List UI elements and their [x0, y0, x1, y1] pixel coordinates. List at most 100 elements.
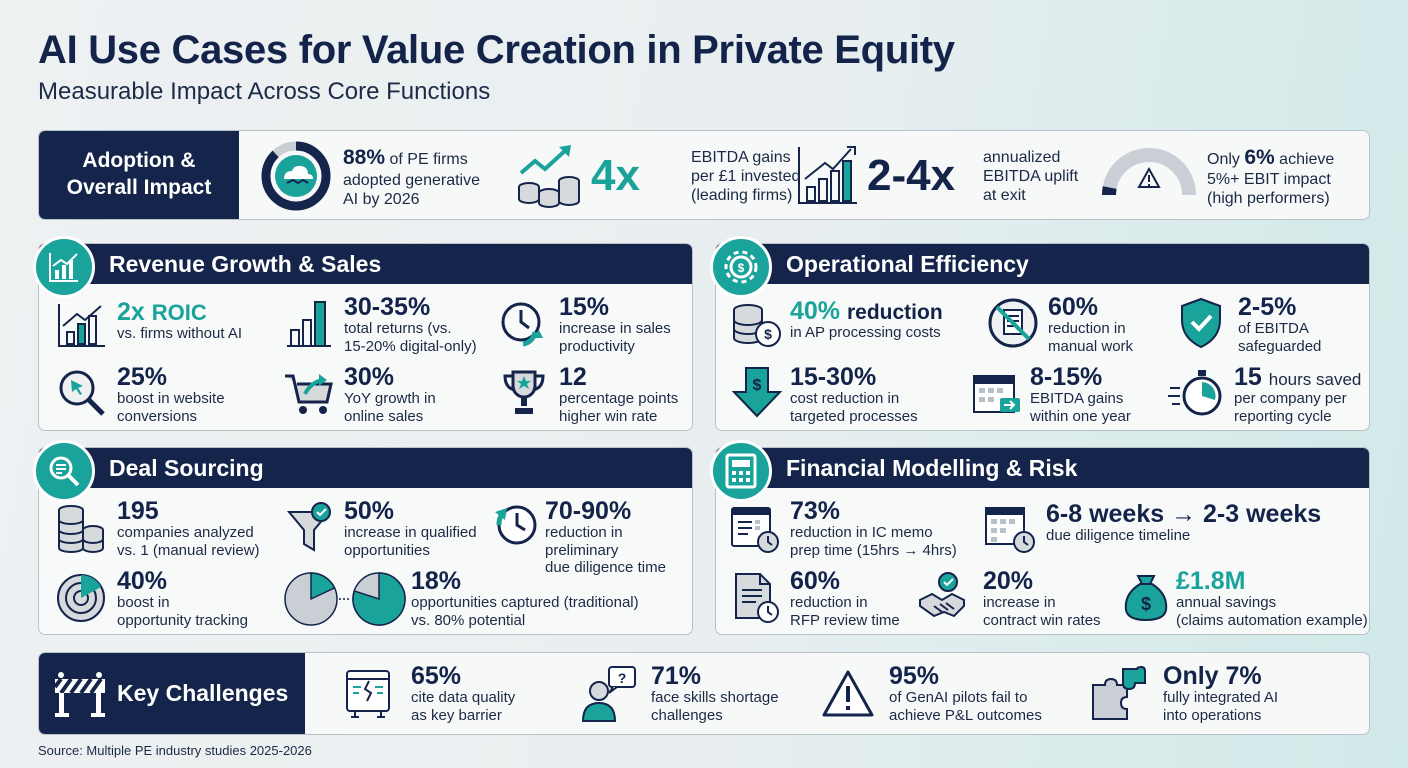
adoption-stat-text-4b: 5%+ EBIT impact [1207, 171, 1331, 189]
challenges-label: Key Challenges [117, 679, 289, 706]
modelling-val-1: 73% [790, 497, 841, 525]
modelling-title: Financial Modelling & Risk [716, 448, 1369, 488]
svg-text:?: ? [618, 670, 627, 686]
challenges-desc-1a: cite data quality [411, 689, 516, 707]
adoption-stat-text-1c: AI by 2026 [343, 191, 420, 209]
clock-rewind-icon [495, 505, 537, 545]
revenue-desc-4b: conversions [117, 407, 198, 425]
roadblock-icon [53, 671, 105, 717]
challenges-label-box: Key Challenges [39, 653, 305, 734]
challenges-val-2: 71% [651, 662, 702, 690]
challenges-val-1: 65% [411, 662, 462, 690]
modelling-desc-5b: (claims automation example) [1176, 611, 1368, 629]
sourcing-desc-5b: vs. 80% potential [411, 611, 526, 629]
funnel-check-icon [287, 502, 332, 552]
sourcing-desc-4a: boost in [117, 594, 170, 612]
sourcing-desc-3b: due diligence time [545, 559, 666, 577]
revenue-desc-6b: higher win rate [559, 407, 658, 425]
revenue-card: Revenue Growth & Sales 2x ROIC vs. firms… [33, 236, 693, 431]
revenue-desc-3a: increase in sales [559, 320, 671, 338]
bar-chart-icon [287, 301, 331, 347]
warning-gauge-icon [1102, 148, 1196, 196]
operations-val-6b: hours saved [1268, 370, 1362, 389]
operations-desc-6b: reporting cycle [1234, 407, 1332, 425]
svg-text:$: $ [753, 377, 762, 394]
operations-val-3: 2-5% [1238, 293, 1297, 321]
revenue-val-1: 2x [117, 298, 145, 326]
bar-chart-growth-icon [798, 146, 857, 204]
adoption-stat-text-3b: EBITDA uplift [983, 168, 1079, 186]
challenges-val-3: 95% [889, 662, 940, 690]
modelling-val-5: £1.8M [1176, 567, 1246, 595]
modelling-desc-4b: contract win rates [983, 611, 1101, 629]
challenges-desc-2b: challenges [651, 706, 723, 724]
operations-desc-2a: reduction in [1048, 320, 1126, 338]
adoption-stat-text-2c: (leading firms) [691, 187, 793, 205]
revenue-desc-1a: vs. firms without AI [117, 325, 243, 343]
adoption-stat-suffix-4: achieve [1279, 151, 1335, 168]
magnifier-cursor-icon [59, 370, 105, 416]
radar-icon [57, 574, 105, 622]
cloud-handshake-icon [261, 141, 331, 211]
revenue-val-1b: ROIC [151, 300, 207, 325]
no-paperwork-icon [988, 298, 1038, 348]
sourcing-badge-icon [33, 440, 95, 502]
svg-text:$: $ [1141, 594, 1151, 614]
challenges-desc-1b: as key barrier [411, 706, 502, 724]
operations-desc-2b: manual work [1048, 337, 1134, 355]
sourcing-val-1: 195 [117, 497, 159, 525]
sourcing-desc-3a: reduction in preliminary [545, 524, 623, 559]
modelling-badge-icon [710, 440, 772, 502]
adoption-stat-value-4: 6% [1244, 146, 1275, 169]
modelling-val-3: 60% [790, 567, 841, 595]
modelling-desc-1b: prep time (15hrs → 4hrs) [790, 541, 957, 559]
calendar-arrow-icon [973, 375, 1020, 413]
svg-text:$: $ [764, 326, 772, 342]
sourcing-desc-4b: opportunity tracking [117, 611, 248, 629]
challenges-band: Key Challenges 65% cite data quality as … [38, 652, 1370, 735]
adoption-stat-value-3: 2-4x [867, 151, 956, 200]
revenue-title: Revenue Growth & Sales [39, 244, 692, 284]
adoption-stat-text-2b: per £1 invested [691, 168, 801, 186]
modelling-desc-5a: annual savings [1176, 594, 1277, 612]
operations-desc-3a: of EBITDA [1238, 320, 1309, 338]
challenges-desc-2a: face skills shortage [651, 689, 779, 707]
challenges-val-4: Only 7% [1163, 662, 1262, 690]
adoption-band: Adoption & Overall Impact 88% of PE firm… [38, 130, 1370, 220]
person-question-icon: ? [581, 666, 636, 722]
modelling-card: Financial Modelling & Risk 73% reduction… [710, 440, 1370, 635]
revenue-val-6: 12 [559, 363, 587, 391]
shield-check-icon [1181, 297, 1221, 349]
sourcing-desc-1b: vs. 1 (manual review) [117, 541, 260, 559]
modelling-val-4: 20% [983, 567, 1034, 595]
operations-card: Operational Efficiency $ $ 40% reduction… [710, 236, 1370, 431]
adoption-stat-text-1a: of PE firms [389, 151, 468, 168]
operations-val-2: 60% [1048, 293, 1099, 321]
challenges-desc-4b: into operations [1163, 706, 1262, 724]
challenges-desc-3b: achieve P&L outcomes [889, 706, 1042, 724]
money-bag-icon: $ [1124, 575, 1168, 622]
coin-stack-dollar-icon: $ [733, 304, 781, 347]
adoption-stat-text-2a: EBITDA gains [691, 149, 791, 166]
sourcing-desc-2a: increase in qualified [344, 524, 477, 542]
adoption-label: Adoption & Overall Impact [39, 131, 239, 219]
modelling-desc-3a: reduction in [790, 594, 868, 612]
warning-triangle-icon [822, 670, 874, 717]
revenue-val-3: 15% [559, 293, 610, 321]
adoption-stat-text-1b: adopted generative [343, 171, 480, 189]
handshake-check-icon [919, 572, 965, 618]
document-clock-icon [735, 573, 779, 623]
sourcing-val-4: 40% [117, 567, 168, 595]
revenue-desc-3b: productivity [559, 337, 635, 355]
revenue-val-2: 30-35% [344, 293, 431, 321]
revenue-desc-2a: total returns (vs. [344, 320, 452, 338]
stopwatch-icon [1168, 370, 1222, 416]
operations-val-5: 8-15% [1030, 363, 1103, 391]
sourcing-desc-2b: opportunities [344, 541, 430, 559]
operations-desc-6a: per company per [1234, 390, 1347, 408]
modelling-desc-2a: due diligence timeline [1046, 527, 1191, 545]
memo-clock-icon [731, 507, 779, 553]
page-title: AI Use Cases for Value Creation in Priva… [38, 28, 955, 72]
challenges-desc-4a: fully integrated AI [1163, 689, 1279, 707]
operations-badge-icon: $ [710, 236, 772, 298]
